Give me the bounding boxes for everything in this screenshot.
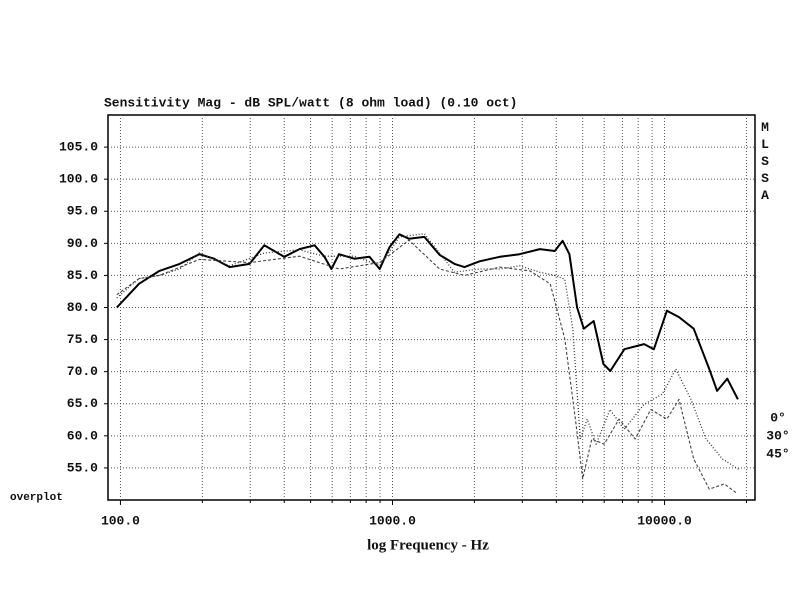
annotation: MLSSA [758, 120, 773, 205]
x-axis-label: log Frequency - Hz [367, 537, 489, 553]
legend-label: 45° [766, 446, 789, 461]
y-tick-label: 65.0 [67, 396, 98, 411]
series-line [116, 233, 739, 400]
legend-label: 0° [770, 410, 786, 425]
annotation: overplot [10, 492, 63, 504]
y-tick-label: 85.0 [67, 268, 98, 283]
y-tick-label: 80.0 [67, 300, 98, 315]
x-tick-label: 1000.0 [369, 513, 416, 528]
y-tick-label: 95.0 [67, 204, 98, 219]
y-tick-label: 105.0 [59, 140, 98, 155]
y-tick-label: 60.0 [67, 428, 98, 443]
y-tick-label: 90.0 [67, 236, 98, 251]
y-tick-label: 100.0 [59, 172, 98, 187]
chart-title: Sensitivity Mag - dB SPL/watt (8 ohm loa… [104, 95, 517, 110]
y-tick-label: 75.0 [67, 332, 98, 347]
y-tick-label: 70.0 [67, 364, 98, 379]
x-tick-label: 100.0 [101, 513, 140, 528]
series-line [116, 239, 738, 495]
y-tick-label: 55.0 [67, 460, 98, 475]
series-line [116, 233, 739, 470]
legend-label: 30° [766, 428, 789, 443]
x-tick-label: 10000.0 [637, 513, 692, 528]
